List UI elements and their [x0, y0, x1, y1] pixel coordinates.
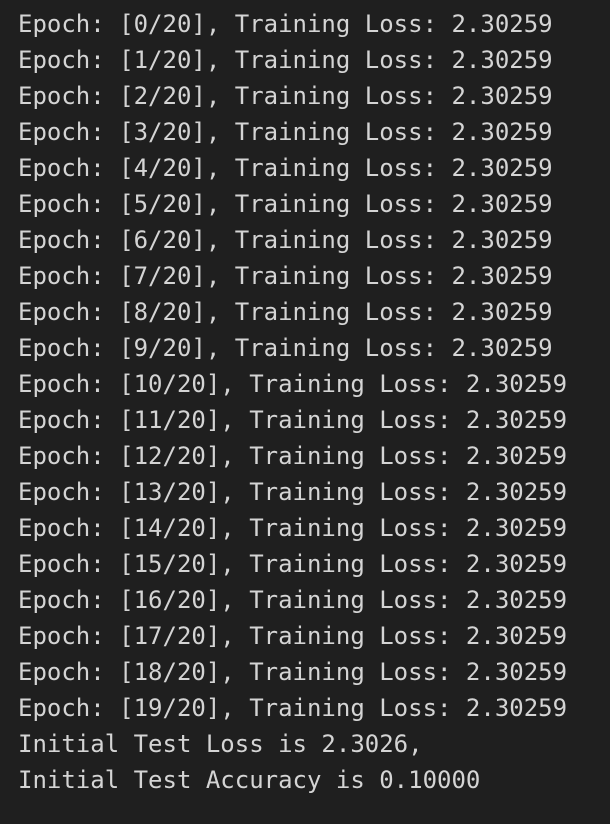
output-line-epoch-18: Epoch: [18/20], Training Loss: 2.30259: [18, 658, 568, 686]
output-line-epoch-12: Epoch: [12/20], Training Loss: 2.30259: [18, 442, 568, 470]
output-line-epoch-3: Epoch: [3/20], Training Loss: 2.30259: [18, 118, 553, 146]
output-line-epoch-2: Epoch: [2/20], Training Loss: 2.30259: [18, 82, 553, 110]
output-line-epoch-10: Epoch: [10/20], Training Loss: 2.30259: [18, 370, 568, 398]
output-line-epoch-16: Epoch: [16/20], Training Loss: 2.30259: [18, 586, 568, 614]
output-line-epoch-9: Epoch: [9/20], Training Loss: 2.30259: [18, 334, 553, 362]
output-line-epoch-8: Epoch: [8/20], Training Loss: 2.30259: [18, 298, 553, 326]
output-line-epoch-17: Epoch: [17/20], Training Loss: 2.30259: [18, 622, 568, 650]
output-line-epoch-11: Epoch: [11/20], Training Loss: 2.30259: [18, 406, 568, 434]
output-line-epoch-14: Epoch: [14/20], Training Loss: 2.30259: [18, 514, 568, 542]
output-line-test-loss: Initial Test Loss is 2.3026,: [18, 730, 423, 758]
output-line-epoch-15: Epoch: [15/20], Training Loss: 2.30259: [18, 550, 568, 578]
output-line-epoch-1: Epoch: [1/20], Training Loss: 2.30259: [18, 46, 553, 74]
output-line-epoch-5: Epoch: [5/20], Training Loss: 2.30259: [18, 190, 553, 218]
output-line-epoch-19: Epoch: [19/20], Training Loss: 2.30259: [18, 694, 568, 722]
output-line-epoch-0: Epoch: [0/20], Training Loss: 2.30259: [18, 10, 553, 38]
output-line-epoch-4: Epoch: [4/20], Training Loss: 2.30259: [18, 154, 553, 182]
output-line-epoch-13: Epoch: [13/20], Training Loss: 2.30259: [18, 478, 568, 506]
output-line-epoch-6: Epoch: [6/20], Training Loss: 2.30259: [18, 226, 553, 254]
output-line-epoch-7: Epoch: [7/20], Training Loss: 2.30259: [18, 262, 553, 290]
output-line-test-accuracy: Initial Test Accuracy is 0.10000: [18, 766, 481, 794]
